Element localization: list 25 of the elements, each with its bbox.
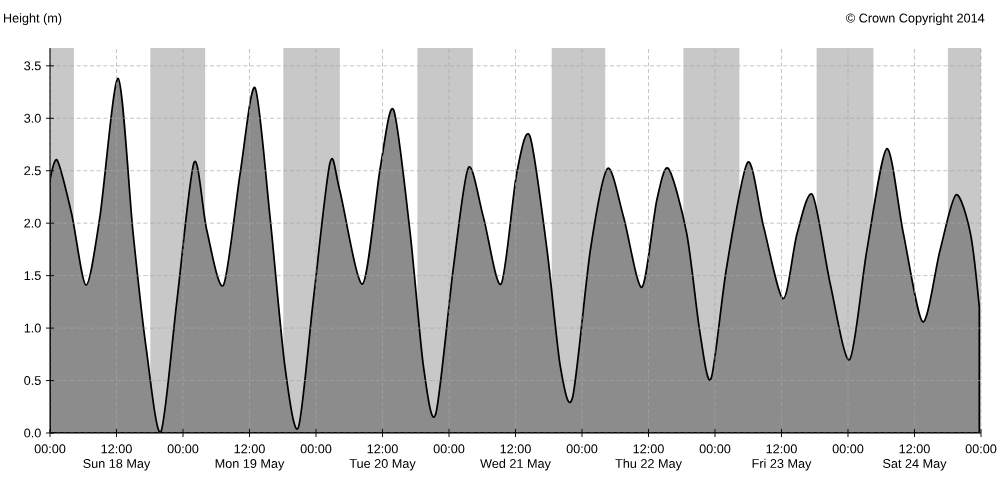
x-tick-label: 12:00 Mon 19 May <box>215 444 285 471</box>
x-tick-label: 12:00 Sun 18 May <box>83 444 151 471</box>
y-tick-label: 3.5 <box>24 61 41 71</box>
x-tick-label: 12:00 Fri 23 May <box>752 444 812 471</box>
y-tick-label: 0.0 <box>24 428 41 438</box>
x-tick-label: 00:00 <box>566 444 598 454</box>
x-tick-label: 00:00 <box>699 444 731 454</box>
x-tick-label: 00:00 <box>34 444 66 454</box>
text: © Crown Copyright 2014 <box>846 13 985 26</box>
x-tick-label: 12:00 Wed 21 May <box>480 444 551 471</box>
y-axis-title: Height (m) <box>3 13 62 26</box>
x-tick-label: 00:00 <box>433 444 465 454</box>
y-tick-label: 3.0 <box>24 113 41 123</box>
x-tick-label: 12:00 Sat 24 May <box>883 444 947 471</box>
x-tick-label: 00:00 <box>167 444 199 454</box>
y-tick-label: 0.5 <box>24 376 41 386</box>
x-tick-label: 00:00 <box>965 444 997 454</box>
x-tick-label: 00:00 <box>832 444 864 454</box>
x-tick-label: 00:00 <box>300 444 332 454</box>
y-tick-label: 1.5 <box>24 271 41 281</box>
x-tick-label: 12:00 Tue 20 May <box>349 444 416 471</box>
x-tick-label: 12:00 Thu 22 May <box>615 444 682 471</box>
y-tick-label: 2.5 <box>24 166 41 176</box>
y-tick-label: 2.0 <box>24 218 41 228</box>
y-tick-label: 1.0 <box>24 323 41 333</box>
